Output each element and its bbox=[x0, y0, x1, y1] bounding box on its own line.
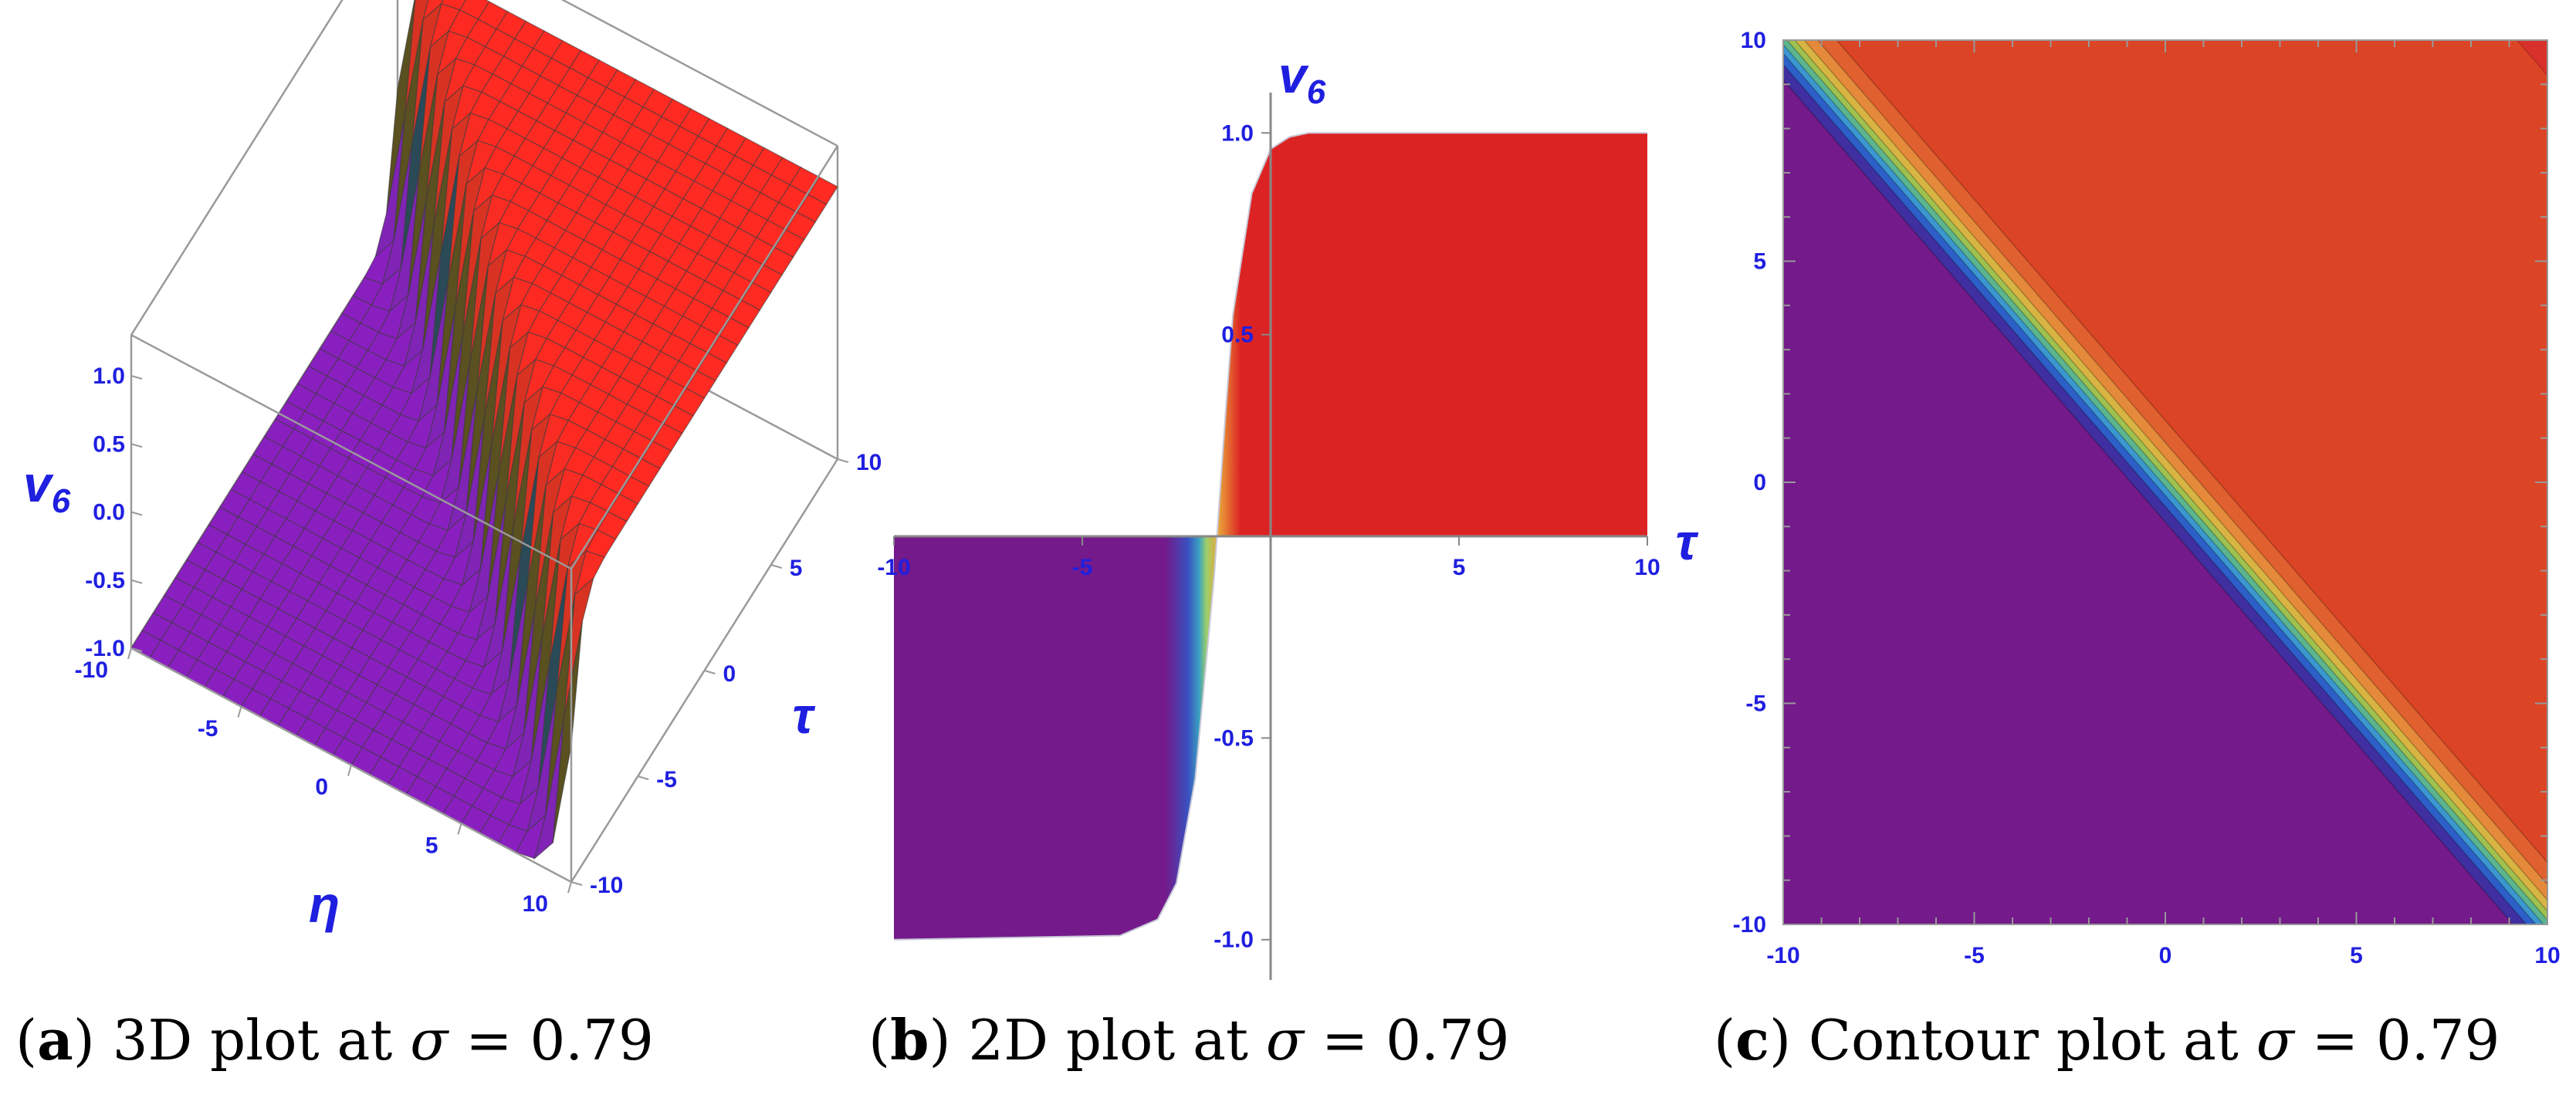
contour-chart: -10 -5 0 5 10 10 5 0 -5 -10 bbox=[1733, 28, 2561, 968]
eta-tick-label: 0 bbox=[315, 775, 328, 800]
tau-tick-label: 5 bbox=[790, 556, 803, 581]
caption-b-param: σ bbox=[1265, 1008, 1305, 1073]
x-tick-label: 5 bbox=[1453, 555, 1466, 580]
eta-tick-label: 5 bbox=[425, 833, 438, 858]
y-tick-label: 5 bbox=[1753, 249, 1766, 275]
y-tick-label: -0.5 bbox=[1214, 725, 1254, 751]
eta-tick-label: -10 bbox=[75, 657, 108, 683]
x-tick-label: -5 bbox=[1072, 555, 1093, 580]
x-axis-label: τ bbox=[1676, 513, 1699, 570]
tau-tick-mark bbox=[837, 458, 849, 463]
z-tick-label: 0.0 bbox=[93, 500, 125, 525]
contour-band bbox=[1783, 79, 2514, 924]
eta-tick-mark bbox=[347, 765, 352, 776]
y-tick-label: -1.0 bbox=[1214, 928, 1254, 953]
contour-corner bbox=[2516, 40, 2547, 76]
box-edge bbox=[130, 0, 344, 336]
z-tick-mark bbox=[130, 375, 143, 380]
eta-tick-mark bbox=[127, 647, 132, 660]
caption-a-eq: = 0.79 bbox=[465, 1008, 654, 1073]
caption-c-label: c bbox=[1735, 1007, 1769, 1073]
caption-a-label: a bbox=[37, 1007, 73, 1073]
y-axis-label-sub: 6 bbox=[1307, 73, 1326, 111]
y-tick-label: -5 bbox=[1745, 691, 1766, 717]
z-tick-label: -1.0 bbox=[85, 636, 125, 661]
panel-2d-plot: -10 -5 5 10 1.0 0.5 -0.5 -1.0 v6 τ (b) 2D plot at… bbox=[857, 0, 1706, 1105]
tau-tick-label: -10 bbox=[590, 873, 623, 898]
contour-bands bbox=[1783, 40, 2547, 924]
box-edge bbox=[130, 333, 572, 570]
z-tick-mark bbox=[130, 579, 143, 584]
tau-tick-label: 0 bbox=[723, 661, 736, 687]
tau-tick-label: -5 bbox=[656, 767, 677, 792]
z-tick-label: 0.5 bbox=[93, 431, 125, 457]
caption-c: (c) Contour plot at σ = 0.79 bbox=[1714, 1007, 2500, 1073]
series-line bbox=[893, 132, 1647, 941]
tau-tick-mark bbox=[770, 564, 783, 569]
x-tick-label: -5 bbox=[1964, 943, 1985, 968]
eta-axis-label: η bbox=[309, 876, 340, 933]
caption-c-param: σ bbox=[2256, 1008, 2294, 1073]
x-tick-label: 10 bbox=[2534, 943, 2560, 968]
tau-tick-mark bbox=[570, 881, 583, 886]
y-axis-label: v6 bbox=[1278, 46, 1326, 111]
tau-tick-mark bbox=[704, 670, 716, 674]
panel-contour-plot: -10 -5 0 5 10 10 5 0 -5 -10 (c) Contour plot at σ… bbox=[1691, 0, 2576, 1105]
z-tick-label: -0.5 bbox=[85, 568, 125, 593]
caption-c-eq: = 0.79 bbox=[2311, 1008, 2500, 1073]
z-tick-label: 1.0 bbox=[93, 363, 125, 389]
eta-tick-mark bbox=[567, 881, 572, 894]
box-edge bbox=[570, 145, 839, 569]
surface-cell bbox=[552, 621, 583, 843]
eta-tick-label: 10 bbox=[523, 891, 548, 917]
z-axis-label-sub: 6 bbox=[52, 482, 71, 520]
line-2d-chart: -10 -5 5 10 1.0 0.5 -0.5 -1.0 v6 τ bbox=[877, 46, 1699, 980]
caption-b-eq: = 0.79 bbox=[1321, 1008, 1510, 1073]
box-edge bbox=[560, 0, 838, 147]
y-tick-label: 10 bbox=[1741, 28, 1766, 53]
eta-tick-mark bbox=[457, 823, 462, 835]
tau-tick-label: 10 bbox=[856, 450, 882, 475]
z-tick-mark bbox=[130, 443, 143, 448]
caption-c-text: Contour plot at bbox=[1808, 1008, 2239, 1073]
x-tick-label: -10 bbox=[877, 555, 910, 580]
caption-a-text: 3D plot at bbox=[112, 1008, 393, 1073]
panel-3d-plot: 1.0 0.5 0.0 -0.5 -1.0 -10 -5 0 5 10 -10 -5 0 5 10 v6 η τ … bbox=[0, 0, 882, 1105]
y-tick-label: 1.0 bbox=[1221, 120, 1254, 146]
z-tick-mark bbox=[130, 647, 143, 652]
caption-a-param: σ bbox=[410, 1008, 449, 1073]
surface-mesh bbox=[130, 0, 838, 860]
caption-a: (a) 3D plot at σ = 0.79 bbox=[15, 1007, 654, 1073]
x-tick-label: -10 bbox=[1766, 943, 1799, 968]
x-tick-label: 0 bbox=[2159, 943, 2172, 968]
z-tick-mark bbox=[130, 511, 143, 516]
x-tick-label: 5 bbox=[2350, 943, 2363, 968]
eta-tick-mark bbox=[237, 706, 242, 718]
caption-b: (b) 2D plot at σ = 0.79 bbox=[868, 1007, 1510, 1073]
tau-axis-label: τ bbox=[793, 687, 816, 744]
caption-b-label: b bbox=[890, 1007, 929, 1073]
caption-b-text: 2D plot at bbox=[968, 1008, 1248, 1073]
x-tick-label: 10 bbox=[1634, 555, 1660, 580]
tau-tick-mark bbox=[637, 776, 649, 780]
eta-tick-label: -5 bbox=[198, 716, 218, 742]
y-tick-label: 0 bbox=[1753, 470, 1766, 495]
y-tick-label: 0.5 bbox=[1221, 323, 1254, 348]
z-axis-label: v6 bbox=[23, 455, 71, 520]
y-tick-label: -10 bbox=[1733, 912, 1766, 938]
